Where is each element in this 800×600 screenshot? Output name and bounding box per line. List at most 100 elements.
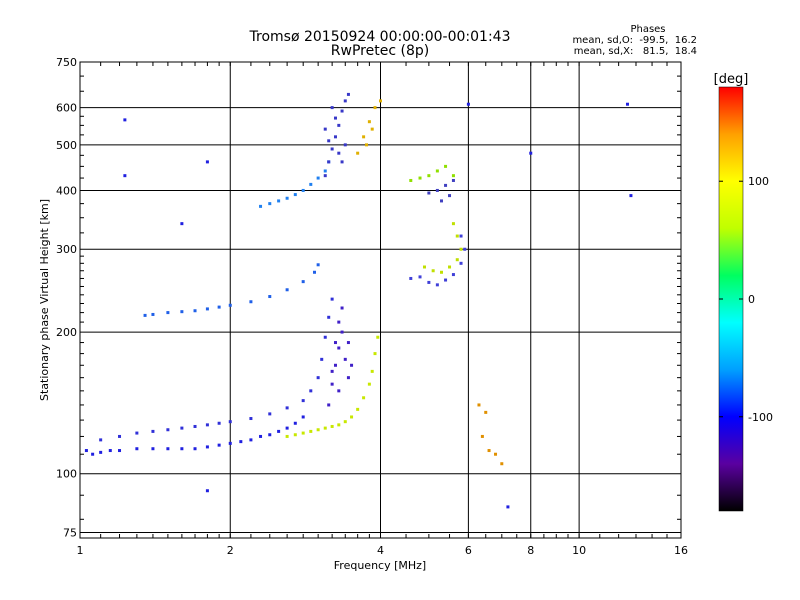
y-tick-label: 200 — [56, 326, 77, 339]
data-point — [309, 429, 313, 433]
colorbar-ticks: 100 0 -100 — [719, 175, 773, 424]
y-tick-label: 750 — [56, 56, 77, 69]
data-point — [217, 421, 221, 425]
data-point — [316, 176, 320, 180]
data-point — [193, 424, 197, 428]
data-point — [228, 441, 232, 445]
data-point — [108, 449, 112, 453]
data-point — [337, 151, 341, 155]
data-point — [451, 174, 455, 178]
y-axis-label: Stationary phase Virtual Height [km] — [38, 199, 51, 401]
colorbar-tick-label: 100 — [748, 175, 769, 188]
data-point — [506, 505, 510, 509]
y-tick-label: 600 — [56, 102, 77, 115]
data-point — [259, 204, 263, 208]
phase-box-heading: Phases — [630, 24, 665, 35]
data-point — [327, 139, 331, 143]
data-point — [477, 403, 481, 407]
data-point — [373, 106, 377, 110]
data-point — [343, 420, 347, 424]
data-point — [277, 429, 281, 433]
colorbar-tick-label: 0 — [748, 293, 755, 306]
data-point — [409, 178, 413, 182]
y-tick-label: 400 — [56, 184, 77, 197]
data-point — [293, 433, 297, 437]
data-point — [309, 182, 313, 186]
data-point — [323, 335, 327, 339]
data-point — [459, 234, 463, 238]
data-point — [217, 443, 221, 447]
y-tick-label: 300 — [56, 243, 77, 256]
data-point — [463, 247, 467, 251]
ticks-layer: 1 2 4 6 8 10 16 75 100 200 300 400 500 600 750 — [56, 56, 688, 557]
data-point — [323, 169, 327, 173]
data-point — [316, 263, 320, 267]
data-point — [350, 363, 354, 367]
data-point — [285, 196, 289, 200]
data-point — [217, 305, 221, 309]
data-point — [409, 276, 413, 280]
data-point — [327, 403, 331, 407]
data-point — [285, 406, 289, 410]
data-point — [333, 363, 337, 367]
data-point — [309, 389, 313, 393]
data-point — [362, 135, 366, 139]
phase-box-line-o: mean, sd,O: -99.5, 16.2 — [572, 35, 697, 46]
data-point — [333, 341, 337, 345]
data-point — [249, 417, 253, 421]
data-point — [367, 120, 371, 124]
data-point — [343, 357, 347, 361]
data-point — [268, 202, 272, 206]
data-point — [431, 269, 435, 273]
data-point — [180, 222, 184, 226]
data-point — [143, 313, 147, 317]
data-point — [373, 352, 377, 356]
data-point — [135, 431, 139, 435]
data-point — [370, 369, 374, 373]
data-point — [293, 193, 297, 197]
data-point — [455, 258, 459, 262]
y-tick-label: 75 — [63, 526, 77, 539]
data-point — [440, 270, 444, 274]
data-point — [343, 143, 347, 147]
data-point — [193, 447, 197, 451]
data-point — [435, 283, 439, 287]
data-point — [451, 178, 455, 182]
data-point — [362, 396, 366, 400]
data-point — [435, 169, 439, 173]
data-point — [343, 99, 347, 103]
data-point — [367, 382, 371, 386]
data-point — [323, 174, 327, 178]
data-point — [293, 421, 297, 425]
data-point — [277, 199, 281, 203]
data-point — [323, 127, 327, 131]
data-point — [340, 306, 344, 310]
data-point — [312, 270, 316, 274]
data-point — [327, 160, 331, 164]
x-tick-label: 4 — [377, 544, 384, 557]
data-point — [285, 426, 289, 430]
data-point — [459, 261, 463, 265]
data-point — [320, 357, 324, 361]
data-point — [340, 330, 344, 334]
data-point — [356, 407, 360, 411]
grid-layer — [80, 62, 681, 538]
data-point — [448, 194, 452, 198]
data-point — [180, 426, 184, 430]
data-point — [249, 438, 253, 442]
colorbar-unit: [deg] — [714, 72, 749, 87]
x-axis-label: Frequency [MHz] — [334, 559, 426, 572]
data-point — [205, 307, 209, 311]
y-tick-label: 100 — [56, 468, 77, 481]
data-point — [435, 188, 439, 192]
data-point — [330, 297, 334, 301]
data-point — [285, 288, 289, 292]
data-point — [330, 106, 334, 110]
data-points-layer — [84, 92, 633, 509]
data-point — [268, 295, 272, 299]
data-point — [376, 335, 380, 339]
data-point — [330, 369, 334, 373]
data-point — [151, 429, 155, 433]
data-point — [379, 99, 382, 103]
